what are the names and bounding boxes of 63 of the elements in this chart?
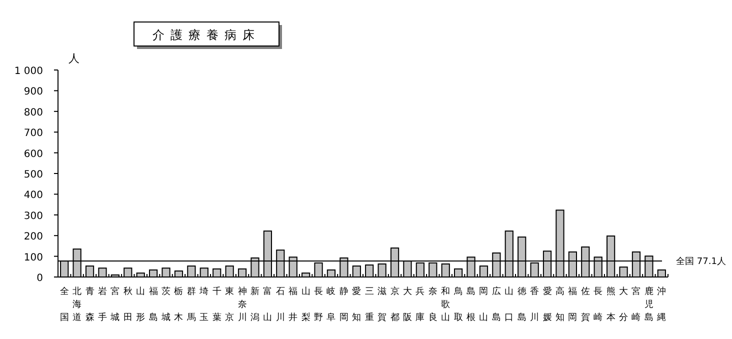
category-label: 広島 [492,287,501,323]
x-tick-label: 神奈川 [238,286,247,323]
category-label: 秋田 [123,287,132,323]
y-axis-title: 人 [68,52,80,65]
category-label: 長崎 [594,287,603,323]
category-label: 滋賀 [378,287,387,323]
x-tick-label: 北海道 [72,286,82,323]
y-tick-label: 600 [24,148,43,160]
category-label: 埼玉 [200,287,209,323]
chart-title: 介護療養病床 [152,28,260,42]
category-label: 栃木 [174,287,184,323]
category-label: 山口 [504,287,514,323]
category-label: 奈良 [428,287,438,323]
x-tick-label: 和歌山 [441,286,450,323]
category-label: 新潟 [250,287,260,323]
category-label: 愛媛 [542,287,552,323]
category-label: 茨城 [162,287,171,323]
category-label: 兵庫 [416,287,425,323]
category-label: 大阪 [402,287,412,323]
category-label: 富山 [263,287,272,323]
category-label: 三重 [364,287,374,323]
category-label: 山梨 [301,287,310,323]
category-label: 全国 [60,287,69,323]
category-label: 沖縄 [657,287,666,323]
y-tick-label: 0 [36,273,43,284]
category-label: 高知 [555,287,564,323]
category-label: 宮城 [110,287,120,323]
category-label: 千葉 [212,287,222,323]
category-label: 岐阜 [326,287,336,323]
category-label: 長野 [314,287,324,323]
category-label: 静岡 [339,287,348,323]
y-tick-label: 400 [24,190,43,202]
category-label: 福岡 [568,287,578,323]
category-label: 岡山 [479,287,488,323]
category-label: 京都 [390,287,400,323]
category-label: 福島 [148,287,158,323]
category-label: 東京 [225,287,234,323]
y-tick-label: 100 [24,252,43,264]
category-label: 青森 [85,287,94,323]
category-label: 宮崎 [632,287,641,323]
category-label: 鳥取 [454,287,463,323]
category-label: 山形 [136,287,146,323]
category-label: 島根 [466,287,476,323]
category-label: 香川 [530,287,540,323]
y-tick-label: 200 [24,232,43,243]
category-label: 群馬 [186,287,196,323]
category-label: 石川 [276,287,285,323]
category-label: 大分 [619,287,628,323]
category-label: 熊本 [606,287,616,323]
category-label: 岩手 [98,287,107,323]
y-tick-label: 800 [24,107,43,118]
y-tick-label: 1 000 [14,66,43,77]
ref-line-label: 全国 77.1人 [676,256,726,268]
y-tick-label: 700 [24,128,43,140]
title: 介護療養病床 [134,22,282,49]
category-label: 福井 [288,287,298,323]
x-tick-label: 鹿児島 [644,286,654,323]
category-label: 佐賀 [580,287,590,323]
category-label: 愛知 [352,287,362,323]
category-label: 徳島 [517,287,526,323]
y-tick-label: 300 [24,210,43,222]
y-tick-label: 500 [24,170,43,180]
y-tick-label: 900 [24,86,43,98]
